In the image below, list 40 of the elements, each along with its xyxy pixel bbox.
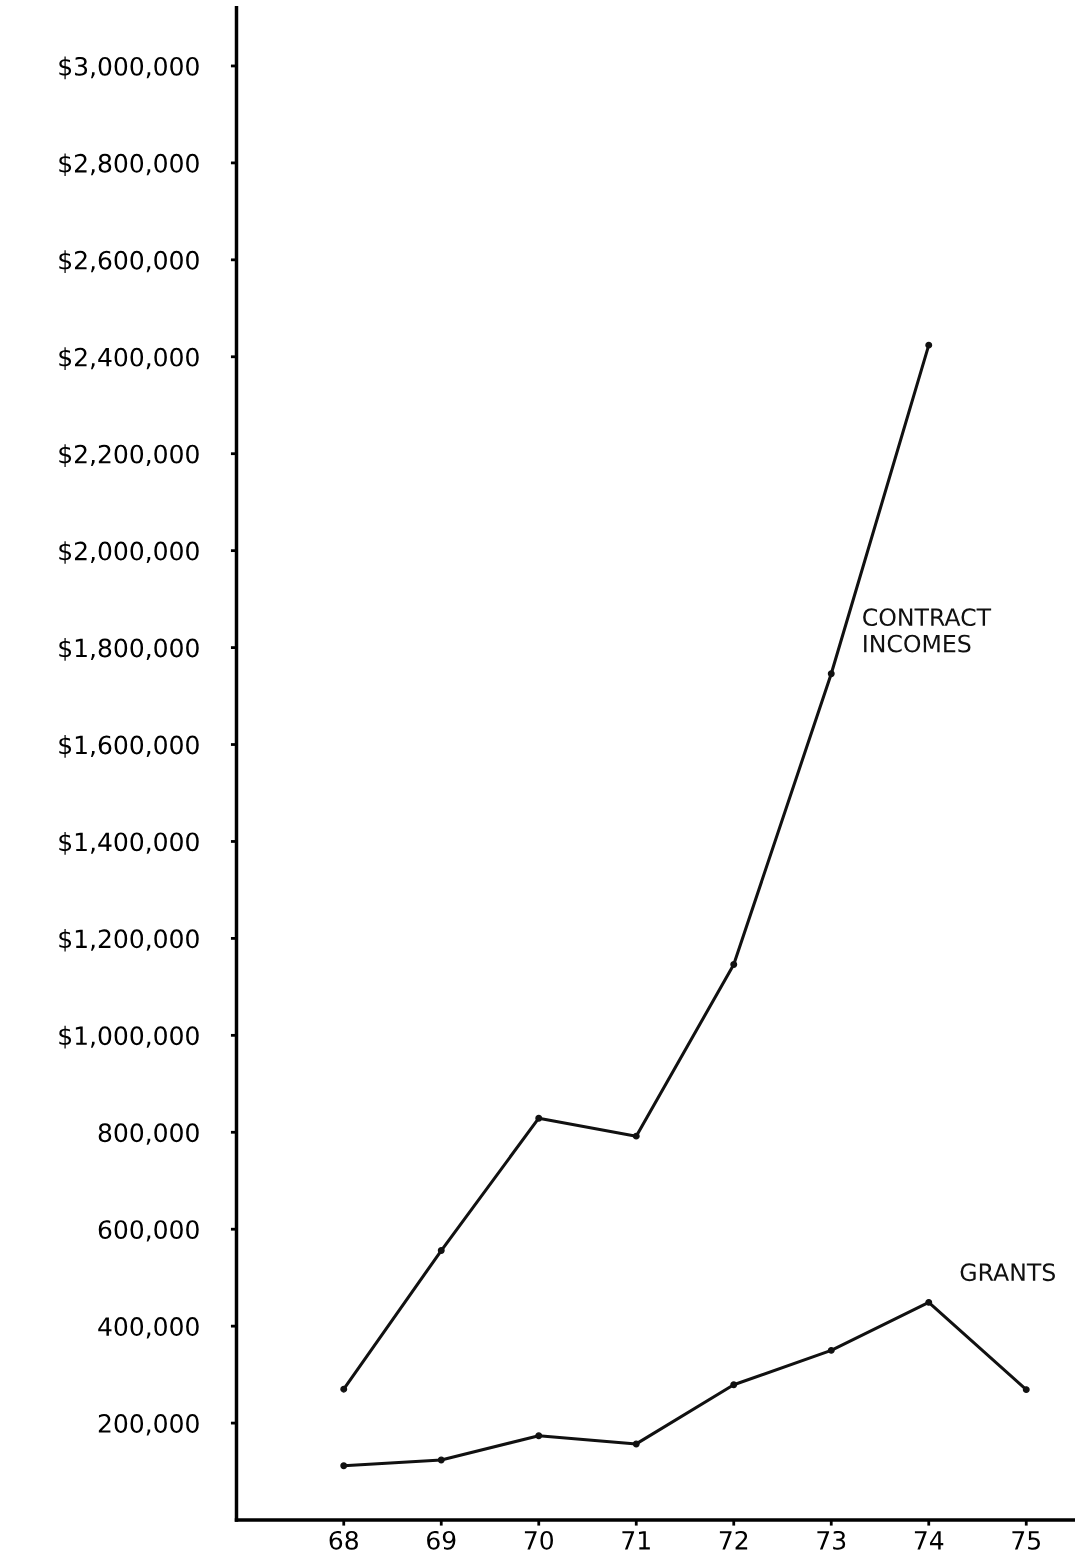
point <box>1022 1386 1030 1394</box>
x-tick-label: 75 <box>1012 1531 1040 1550</box>
x-tick-label: 70 <box>524 1530 553 1550</box>
x-tick-label: 69 <box>427 1530 456 1550</box>
point <box>730 961 738 969</box>
x-tick-label: 73 <box>817 1530 846 1550</box>
y-tick-label: 600,000 <box>98 1220 199 1242</box>
point <box>535 1114 543 1122</box>
point <box>437 1456 445 1464</box>
y-tick-label: $2,600,000 <box>59 250 199 274</box>
x-tick-label: 74 <box>914 1531 944 1550</box>
y-tick-label: $2,000,000 <box>59 541 199 564</box>
x-tick-label: 68 <box>329 1530 358 1550</box>
y-tick-label: $2,200,000 <box>59 444 199 467</box>
point <box>925 1298 933 1306</box>
point <box>340 1385 348 1393</box>
y-tick-label: 800,000 <box>98 1123 199 1145</box>
y-tick-label: 400,000 <box>98 1317 199 1339</box>
y-tick-label: $1,400,000 <box>59 831 199 855</box>
point <box>340 1462 348 1470</box>
x-tick-label: 72 <box>719 1530 748 1550</box>
point <box>632 1132 640 1140</box>
point <box>535 1432 543 1440</box>
y-tick-label: $2,800,000 <box>59 153 199 177</box>
y-tick-label: $3,000,000 <box>59 56 199 80</box>
y-tick-label: $1,600,000 <box>59 735 199 758</box>
series-label: CONTRACT INCOMES <box>863 608 992 653</box>
y-tick-label: $1,800,000 <box>59 638 199 661</box>
point <box>632 1440 640 1448</box>
y-tick-label: 200,000 <box>98 1414 199 1436</box>
y-tick-label: $1,000,000 <box>59 1025 199 1049</box>
x-tick-label: 71 <box>622 1531 650 1550</box>
point <box>827 670 835 678</box>
point <box>437 1247 445 1255</box>
point <box>730 1381 738 1389</box>
y-tick-label: $2,400,000 <box>59 347 199 370</box>
y-tick-label: $1,200,000 <box>59 928 199 952</box>
series-label: GRANTS <box>960 1263 1055 1282</box>
point <box>827 1346 835 1354</box>
point <box>925 341 933 349</box>
